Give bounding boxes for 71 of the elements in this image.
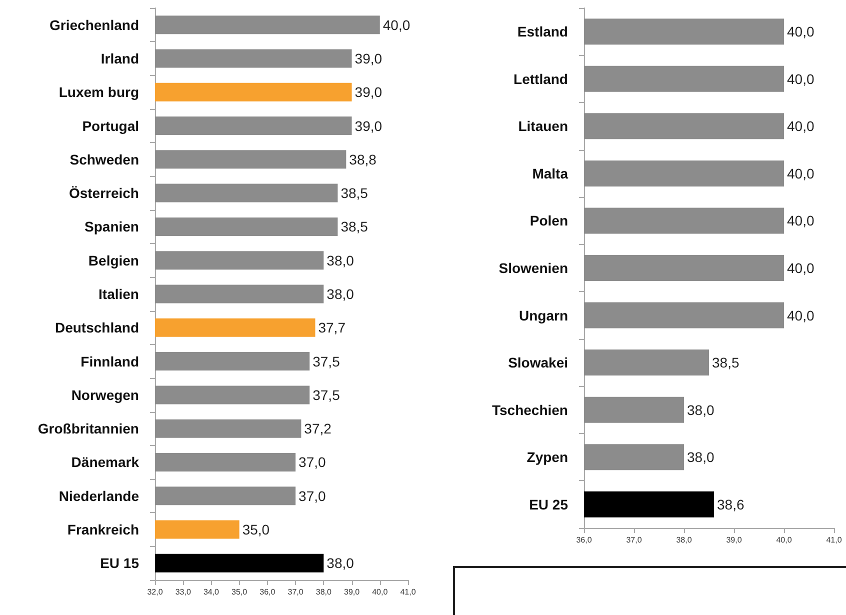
data-label: 38,5 [712, 354, 740, 371]
x-tick-label: 36,0 [576, 536, 592, 544]
y-tick-label: Finnland [80, 353, 139, 370]
data-label: 37,7 [318, 320, 346, 336]
y-tick-label: Großbritannien [38, 420, 139, 437]
data-label: 37,0 [298, 488, 326, 504]
data-label: 39,0 [354, 118, 382, 134]
x-tick-label: 41,0 [826, 536, 842, 544]
y-tick-label: EU 25 [529, 496, 568, 512]
data-label: 38,6 [717, 496, 744, 512]
data-label: 37,2 [304, 420, 332, 437]
data-label: 38,0 [687, 449, 714, 466]
y-tick-label: Italien [98, 286, 139, 302]
y-tick-label: Tschechien [492, 402, 568, 418]
y-tick-label: Österreich [68, 185, 139, 202]
y-tick-label: EU 15 [100, 555, 140, 572]
y-tick-label: Polen [530, 212, 568, 229]
data-label: 38,5 [340, 218, 368, 235]
data-label: 40,0 [787, 212, 814, 229]
data-label: 38,0 [326, 286, 354, 302]
y-tick-label: Zypen [526, 449, 568, 466]
y-tick-label: Frankreich [67, 522, 139, 538]
x-tick-label: 39,0 [344, 588, 360, 596]
y-tick-label: Dänemark [71, 454, 140, 470]
data-label: 40,0 [787, 307, 814, 324]
data-label: 40,0 [787, 118, 814, 134]
x-tick-label: 34,0 [203, 588, 220, 596]
y-tick-label: Ungarn [519, 307, 568, 324]
y-tick-label: Niederlande [58, 488, 140, 504]
data-label: 40,0 [787, 260, 814, 276]
x-tick-label: 39,0 [726, 536, 742, 544]
x-tick-label: 36,0 [260, 588, 276, 596]
y-tick-label: Norwegen [71, 386, 139, 403]
y-tick-label: Irland [100, 50, 139, 66]
x-tick-label: 37,0 [288, 588, 304, 596]
data-label: 40,0 [382, 16, 410, 33]
x-tick-label: 41,0 [400, 588, 416, 596]
x-tick-label: 37,0 [626, 536, 642, 544]
data-label: 40,0 [787, 24, 814, 40]
data-label: 38,5 [340, 185, 368, 202]
y-tick-label: Portugal [82, 118, 139, 134]
x-tick-label: 40,0 [372, 588, 388, 596]
data-label: 37,5 [312, 386, 340, 403]
data-label: 38,0 [326, 555, 354, 572]
data-label: 37,5 [312, 353, 340, 370]
y-tick-label: Deutschland [54, 320, 139, 336]
y-tick-label: Lettland [514, 70, 568, 87]
x-tick-label: 33,0 [175, 588, 192, 596]
y-tick-label: Estland [517, 24, 568, 40]
x-tick-label: 35,0 [232, 588, 248, 596]
y-tick-label: Luxem burg [58, 84, 139, 100]
y-tick-label: Griechenland [50, 16, 139, 33]
x-tick-label: 40,0 [776, 536, 792, 544]
x-tick-label: 38,0 [676, 536, 692, 544]
data-label: 38,0 [326, 252, 354, 268]
y-tick-label: Belgien [88, 252, 139, 268]
data-label: 39,0 [354, 50, 382, 66]
x-tick-label: 32,0 [147, 588, 164, 596]
data-label: 39,0 [354, 84, 382, 100]
y-tick-label: Spanien [84, 218, 139, 235]
data-label: 38,0 [687, 402, 714, 418]
data-label: 40,0 [787, 70, 814, 87]
data-label: 37,0 [298, 454, 326, 470]
data-label: 40,0 [787, 165, 814, 182]
y-tick-label: Malta [532, 165, 568, 182]
y-tick-label: Litauen [518, 118, 568, 134]
y-tick-label: Slowenien [498, 260, 568, 276]
y-tick-label: Slowakei [508, 354, 568, 371]
y-tick-label: Schweden [70, 151, 139, 168]
x-tick-label: 38,0 [316, 588, 332, 596]
data-label: 38,8 [349, 151, 377, 168]
